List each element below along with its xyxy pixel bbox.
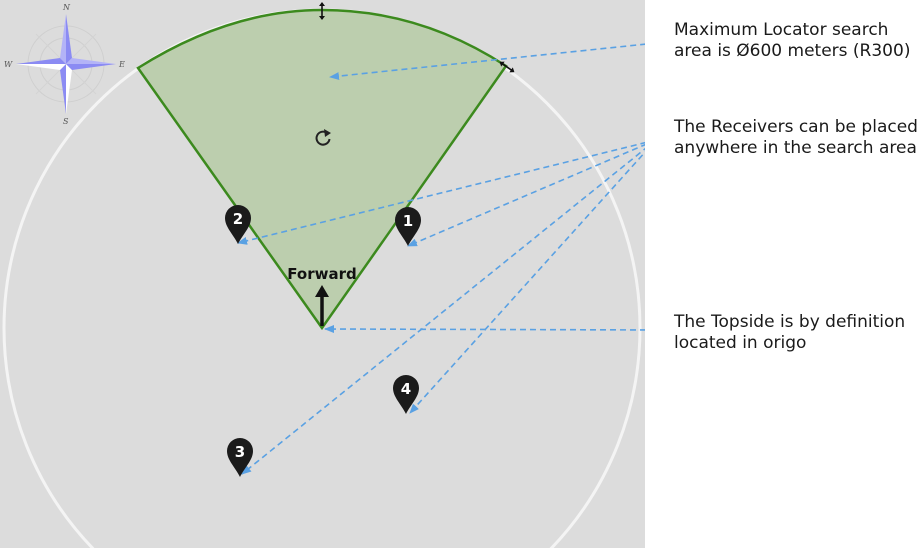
- forward-indicator: Forward: [287, 265, 357, 326]
- leader-topside: [324, 325, 645, 334]
- compass-west: W: [4, 60, 13, 69]
- note-receivers-line2: anywhere in the search area: [674, 138, 917, 158]
- leader-receiver-3: [241, 147, 645, 475]
- map-pin-icon: [227, 438, 253, 477]
- note-max-area: Maximum Locator search area is Ø600 mete…: [674, 20, 918, 62]
- receiver-label-4: 4: [401, 380, 411, 398]
- leader-receiver-1: [407, 143, 645, 247]
- note-receivers-line1: The Receivers can be placed: [674, 117, 918, 137]
- leader-receiver-4: [409, 151, 645, 414]
- note-topside: The Topside is by definition located in …: [674, 312, 918, 354]
- note-max-area-line1: Maximum Locator search: [674, 20, 889, 40]
- map-panel[interactable]: N S E W Forward: [0, 0, 645, 548]
- map-pin-icon: [395, 207, 421, 246]
- receiver-marker-2[interactable]: 2: [225, 205, 251, 244]
- note-max-area-line2: area is Ø600 meters (R300): [674, 41, 911, 61]
- note-topside-line2: located in origo: [674, 333, 807, 353]
- map-pin-icon: [225, 205, 251, 244]
- receiver-label-1: 1: [403, 212, 413, 230]
- receiver-marker-3[interactable]: 3: [227, 438, 253, 477]
- compass-south: S: [63, 117, 69, 126]
- leader-lines: [237, 43, 645, 475]
- receiver-label-2: 2: [233, 210, 243, 228]
- compass-east: E: [118, 60, 125, 69]
- resize-vertical-icon[interactable]: [319, 2, 325, 20]
- leader-receiver-2: [237, 141, 645, 245]
- forward-label: Forward: [287, 265, 356, 283]
- compass-rose-icon: N S E W: [4, 3, 125, 126]
- note-receivers: The Receivers can be placed anywhere in …: [674, 117, 918, 159]
- compass-north: N: [62, 3, 71, 12]
- rotate-cw-icon[interactable]: [315, 129, 331, 146]
- resize-diagonal-icon[interactable]: [498, 59, 516, 74]
- note-topside-line1: The Topside is by definition: [674, 312, 906, 332]
- leader-max-area: [329, 43, 645, 81]
- receiver-marker-1[interactable]: 1: [395, 207, 421, 246]
- receiver-marker-4[interactable]: 4: [393, 375, 419, 414]
- arrow-up-icon: [315, 285, 329, 297]
- map-pin-icon: [393, 375, 419, 414]
- receiver-label-3: 3: [235, 443, 245, 461]
